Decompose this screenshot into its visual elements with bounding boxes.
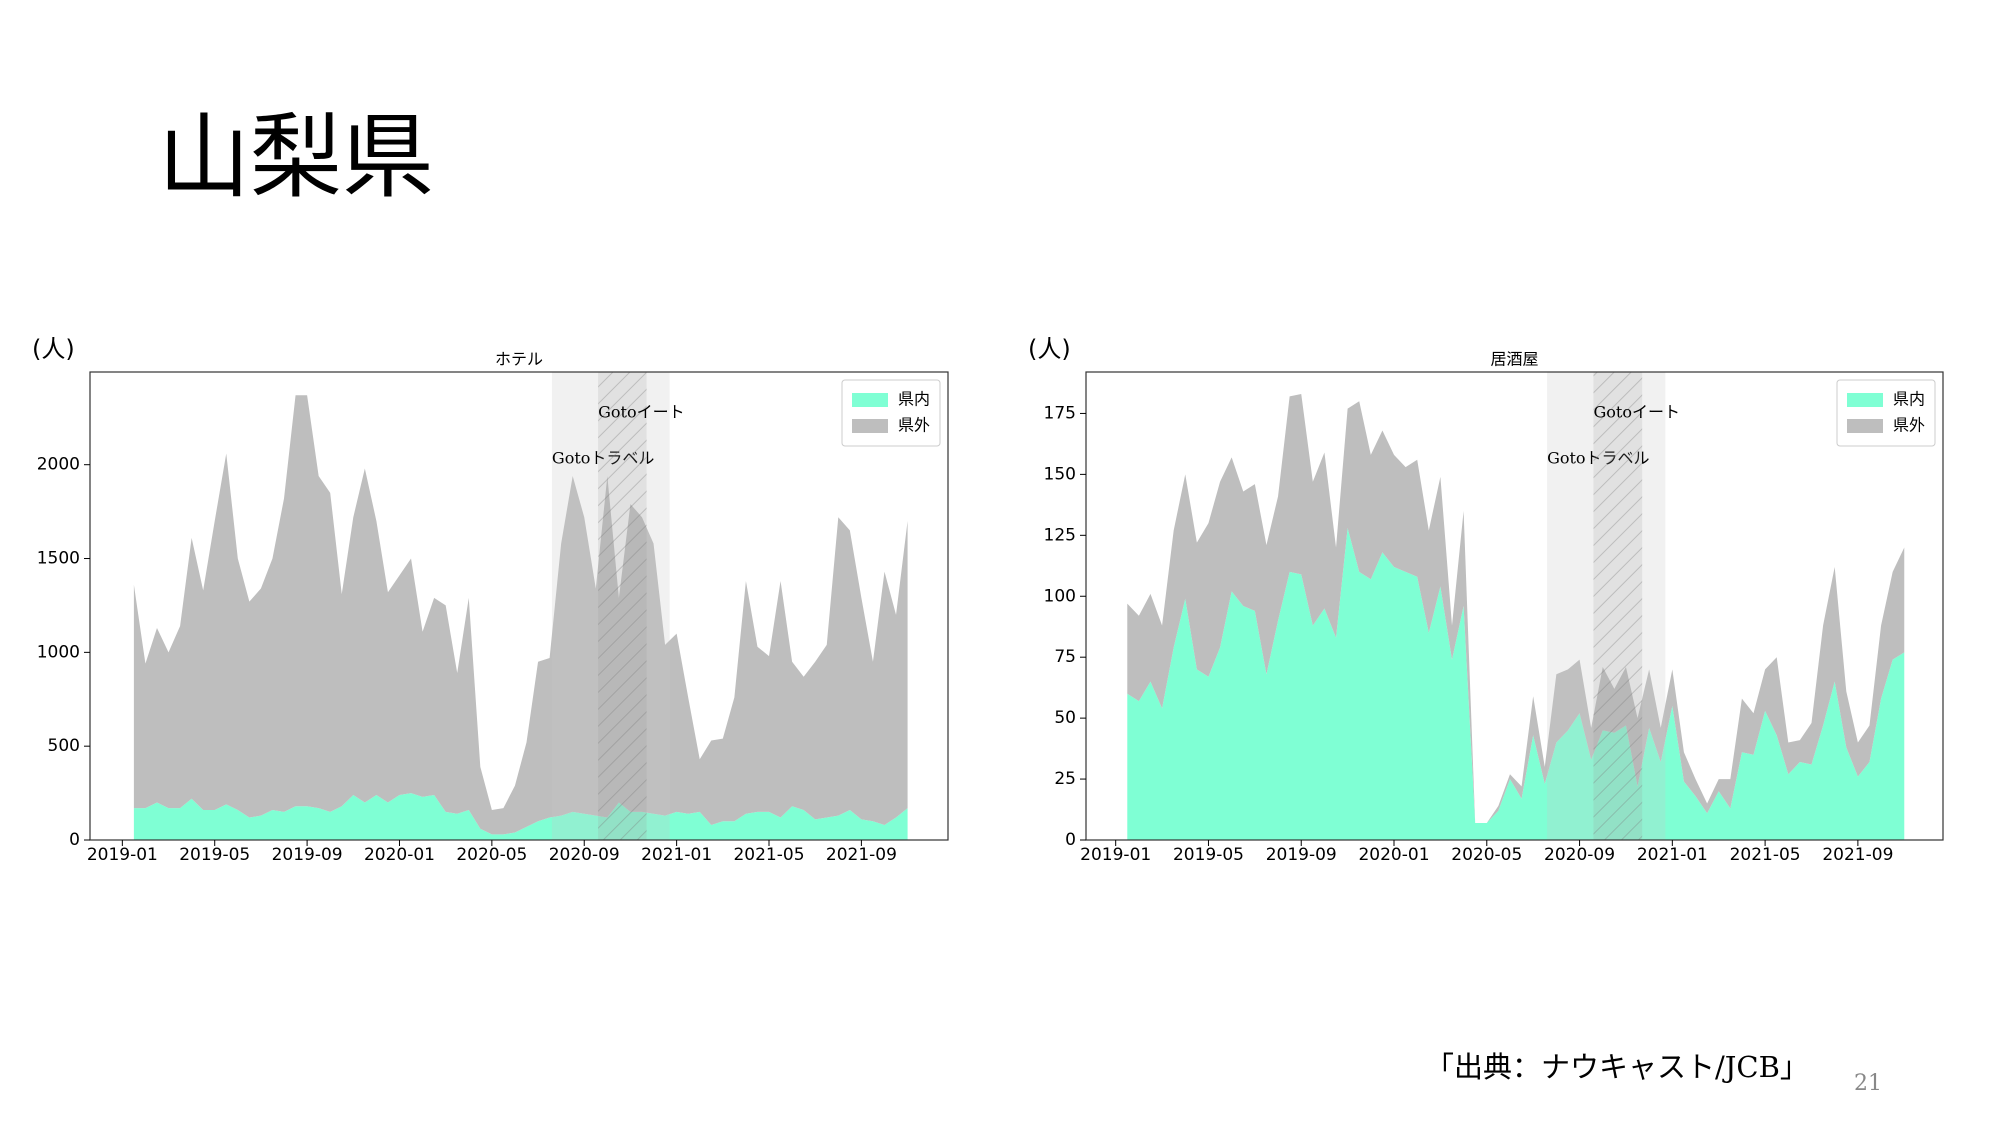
- legend-label: 県外: [898, 416, 930, 435]
- y-tick-label: 125: [1044, 525, 1076, 545]
- x-tick-label: 2019-05: [179, 845, 250, 865]
- x-tick-label: 2021-01: [641, 845, 712, 865]
- y-tick-label: 0: [69, 830, 80, 850]
- chart: ホテル(人)GotoトラベルGotoイート0500100015002000201…: [32, 335, 949, 865]
- x-tick-label: 2019-09: [1266, 845, 1337, 865]
- slide-title: 山梨県: [158, 104, 434, 211]
- x-tick-label: 2020-01: [364, 845, 435, 865]
- chart: 居酒屋(人)GotoトラベルGotoイート0255075100125150175…: [1028, 335, 1944, 865]
- y-tick-label: 50: [1054, 708, 1076, 728]
- x-tick-label: 2019-09: [272, 845, 343, 865]
- legend-swatch: [852, 419, 888, 433]
- y-tick-label: 175: [1044, 403, 1076, 423]
- span-band: [598, 372, 647, 840]
- y-unit-label: (人): [1028, 335, 1071, 363]
- legend-label: 県内: [1893, 390, 1925, 409]
- x-tick-label: 2021-09: [826, 845, 897, 865]
- x-tick-label: 2021-09: [1822, 845, 1893, 865]
- y-tick-label: 100: [1044, 586, 1076, 606]
- y-tick-label: 1000: [37, 642, 80, 662]
- legend-label: 県外: [1893, 416, 1925, 435]
- x-tick-label: 2020-09: [549, 845, 620, 865]
- legend-swatch: [852, 393, 888, 407]
- x-tick-label: 2020-05: [456, 845, 527, 865]
- y-tick-label: 0: [1065, 830, 1076, 850]
- axes-frame: [1085, 371, 1944, 841]
- y-tick-label: 500: [48, 736, 80, 756]
- axes-frame: [89, 371, 949, 841]
- x-tick-label: 2021-01: [1637, 845, 1708, 865]
- x-tick-label: 2020-05: [1451, 845, 1522, 865]
- y-tick-label: 150: [1044, 464, 1076, 484]
- x-tick-label: 2020-01: [1358, 845, 1429, 865]
- legend-swatch: [1847, 419, 1883, 433]
- x-tick-label: 2020-09: [1544, 845, 1615, 865]
- x-tick-label: 2019-05: [1173, 845, 1244, 865]
- y-tick-label: 75: [1054, 647, 1076, 667]
- y-tick-label: 25: [1054, 769, 1076, 789]
- x-tick-label: 2021-05: [1730, 845, 1801, 865]
- span-label: Gotoイート: [1593, 403, 1679, 422]
- y-tick-label: 2000: [37, 455, 80, 475]
- x-tick-label: 2021-05: [733, 845, 804, 865]
- legend-swatch: [1847, 393, 1883, 407]
- y-tick-label: 1500: [37, 549, 80, 569]
- area-0: [133, 793, 908, 840]
- area-0: [1127, 528, 1905, 840]
- span-label: Gotoイート: [598, 403, 684, 422]
- area-1: [1127, 393, 1905, 823]
- page-number: 21: [1854, 1071, 1882, 1096]
- chart-title: 居酒屋: [1490, 350, 1538, 369]
- source-note: 「出典：ナウキャスト/JCB」: [1425, 1050, 1809, 1084]
- area-1: [133, 395, 908, 835]
- chart-title: ホテル: [495, 350, 543, 369]
- span-band: [1593, 372, 1643, 840]
- legend-label: 県内: [898, 390, 930, 409]
- x-tick-label: 2019-01: [87, 845, 158, 865]
- x-tick-label: 2019-01: [1080, 845, 1151, 865]
- y-unit-label: (人): [32, 335, 75, 363]
